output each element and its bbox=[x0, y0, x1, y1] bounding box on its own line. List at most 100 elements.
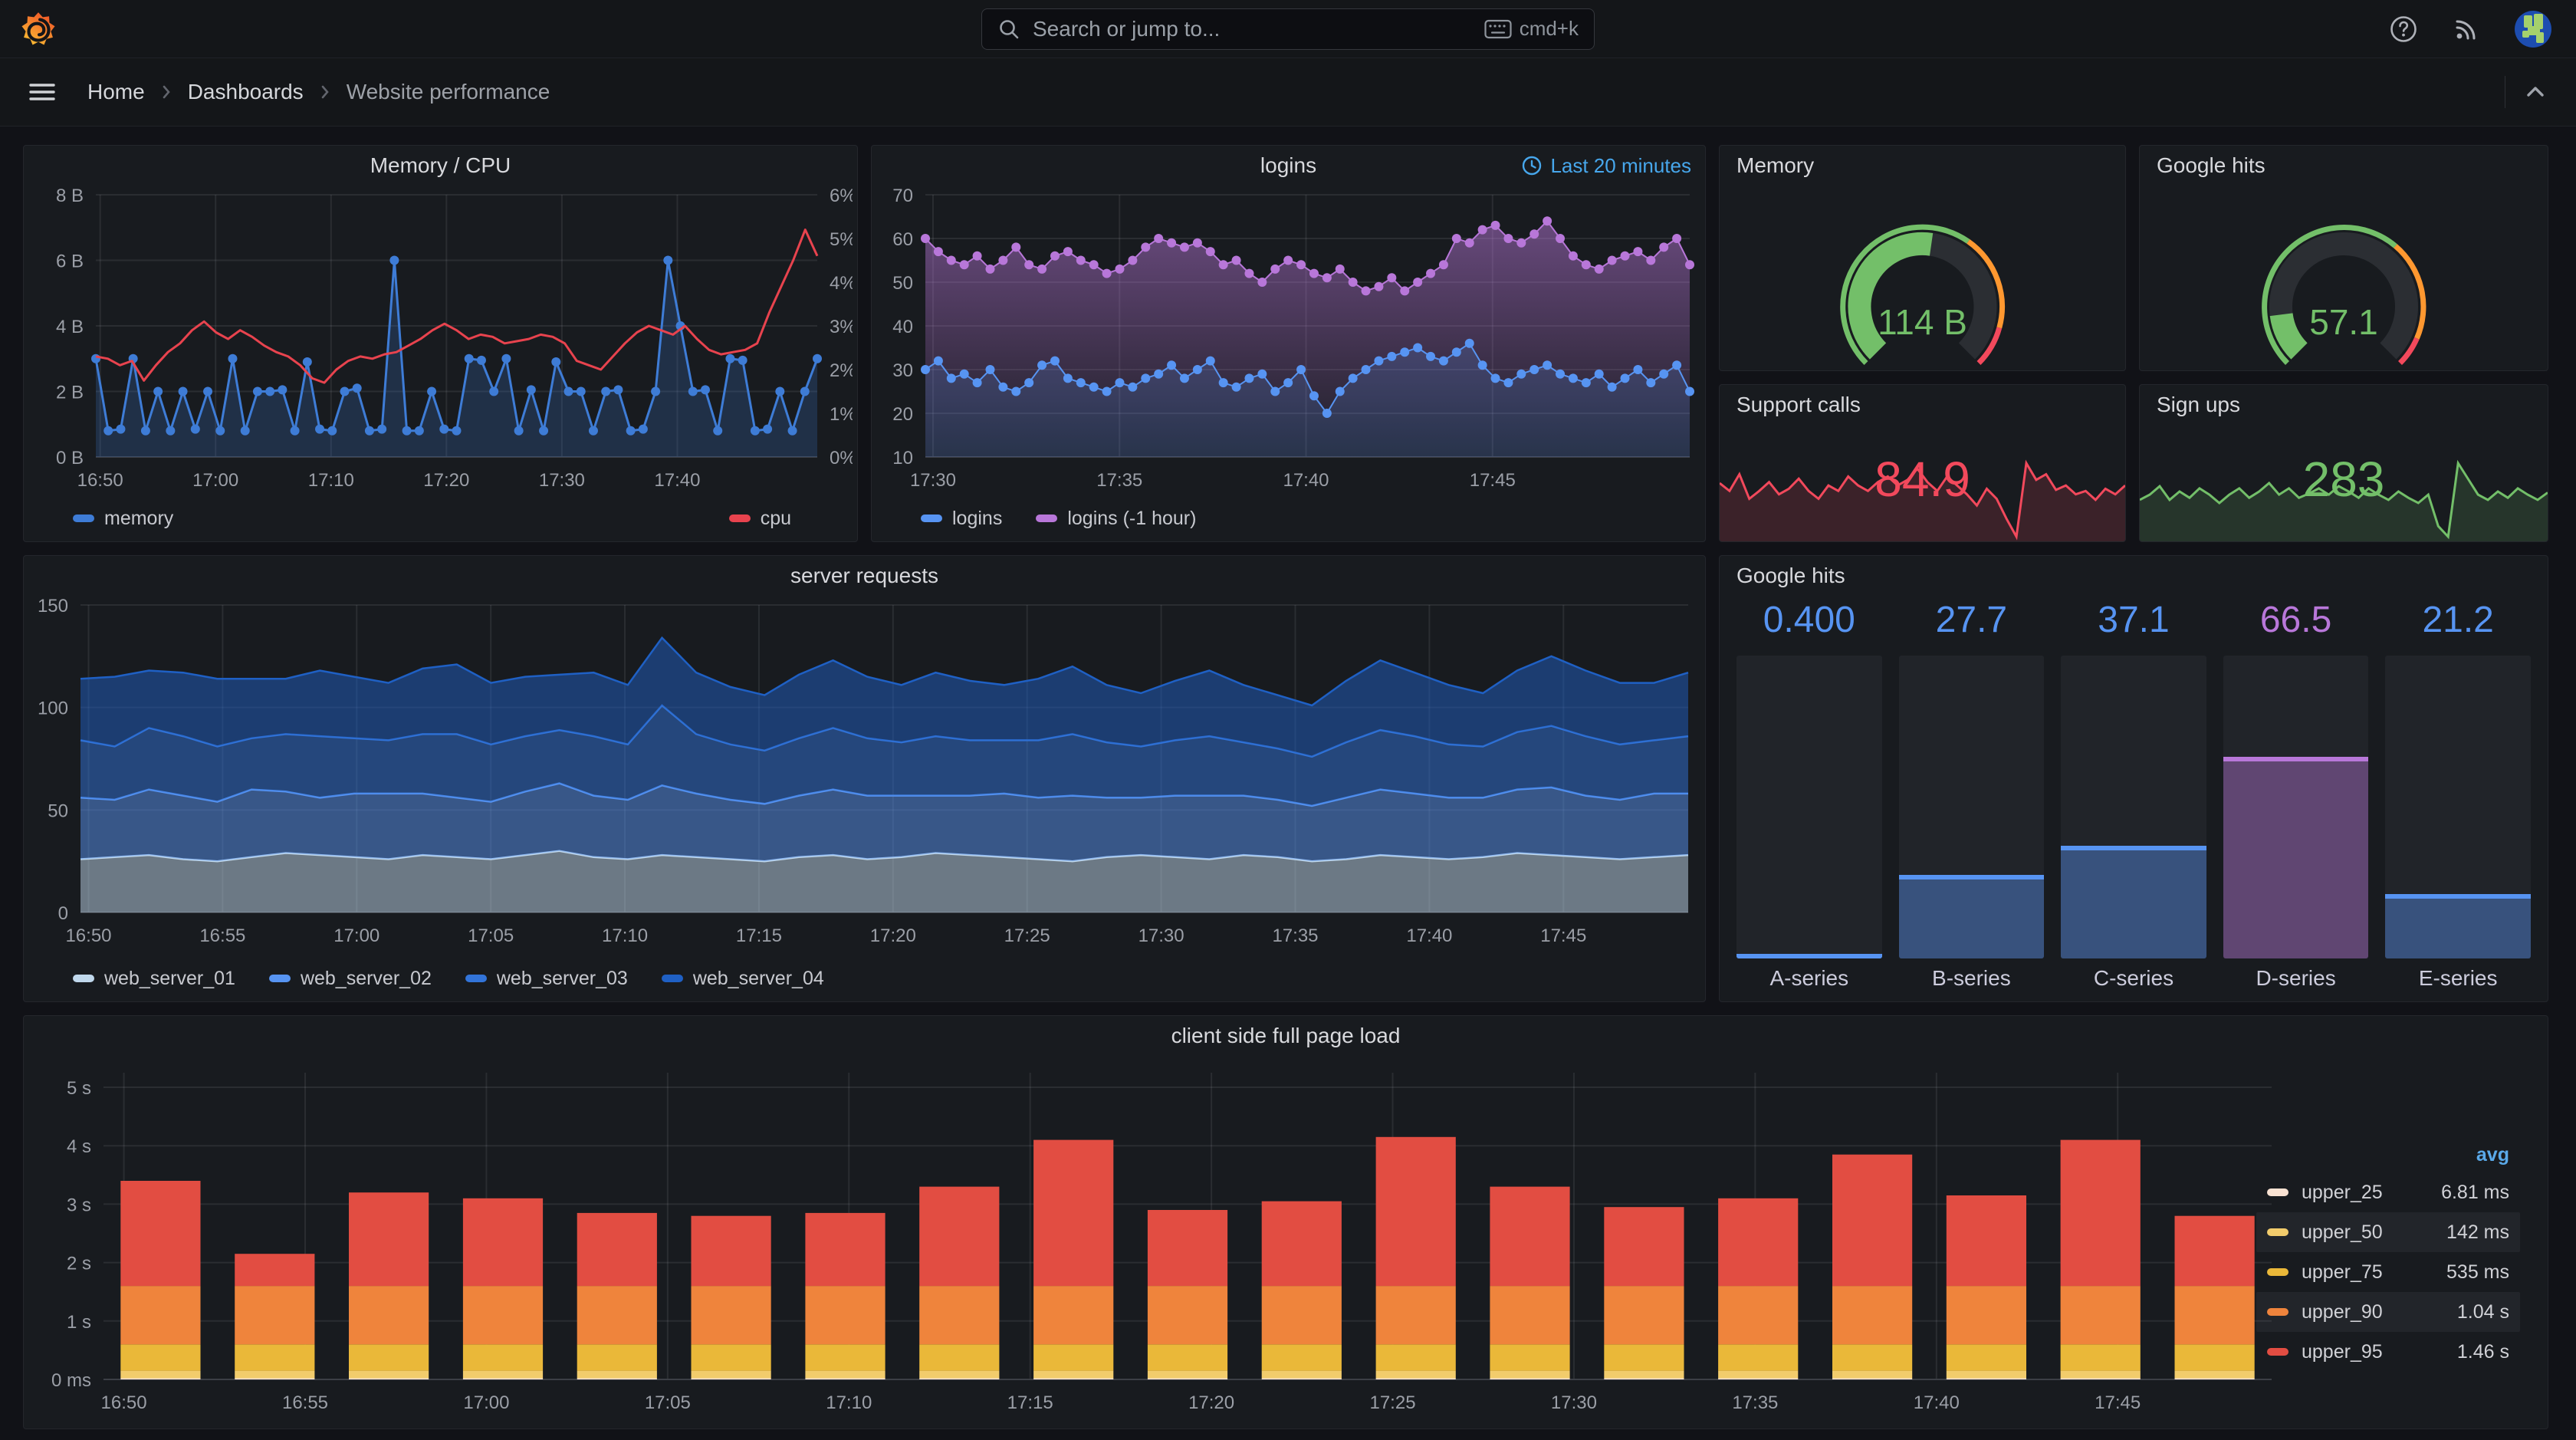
svg-text:3%: 3% bbox=[830, 317, 853, 337]
legend-color-swatch bbox=[73, 975, 94, 982]
legend-avg-value: 535 ms bbox=[2446, 1261, 2509, 1283]
bar-gauge-value: 37.1 bbox=[2098, 600, 2170, 640]
search-input[interactable]: Search or jump to... cmd+k bbox=[981, 8, 1595, 50]
panel-title[interactable]: server requests bbox=[790, 564, 938, 587]
panel-support-calls: Support calls 84.9 bbox=[1719, 384, 2126, 542]
bar-gauge-value: 0.400 bbox=[1763, 600, 1855, 640]
svg-text:17:40: 17:40 bbox=[1406, 925, 1452, 946]
legend-item[interactable]: logins (-1 hour) bbox=[1036, 508, 1196, 530]
svg-text:60: 60 bbox=[892, 229, 913, 250]
legend-color-swatch bbox=[268, 975, 291, 982]
page-load-chart[interactable]: 0 ms 1 s 2 s 3 s 4 s 5 s 16:50 16:55 17:00 17:05 1… bbox=[30, 1057, 2542, 1424]
panel-title[interactable]: Google hits bbox=[2157, 153, 2266, 177]
top-actions bbox=[2387, 9, 2553, 49]
panel-memory-gauge: Memory 114 B bbox=[1719, 145, 2126, 371]
svg-text:17:25: 17:25 bbox=[1369, 1392, 1415, 1413]
collapse-button[interactable] bbox=[2522, 79, 2548, 105]
svg-text:17:10: 17:10 bbox=[602, 925, 648, 946]
svg-text:17:35: 17:35 bbox=[1096, 470, 1142, 491]
memory-cpu-chart[interactable]: 0 B 2 B 4 B 6 B 8 B 0% 1% 2% 3% 4% 5% 6% 16:50 17:00 1… bbox=[28, 186, 853, 497]
sign-ups-sparkline[interactable] bbox=[2140, 385, 2548, 541]
legend-item[interactable]: web_server_03 bbox=[465, 968, 628, 990]
logins-chart[interactable]: 10 20 30 40 50 60 70 17:30 17:35 17:40 17:45 bbox=[876, 186, 1700, 497]
series-web_server_04 bbox=[80, 636, 1689, 707]
svg-text:16:50: 16:50 bbox=[65, 925, 111, 946]
series-cpu bbox=[95, 228, 819, 384]
legend-avg-header[interactable]: avg bbox=[2476, 1143, 2509, 1165]
legend-item[interactable]: web_server_01 bbox=[73, 968, 235, 990]
keyboard-icon bbox=[1484, 19, 1512, 38]
legend-color-swatch bbox=[2267, 1308, 2288, 1316]
legend-item[interactable]: logins bbox=[921, 508, 1002, 530]
legend: memory cpu bbox=[73, 501, 791, 535]
search-icon bbox=[1000, 19, 1019, 38]
help-button[interactable] bbox=[2387, 13, 2420, 45]
news-button[interactable] bbox=[2450, 13, 2482, 45]
svg-text:17:15: 17:15 bbox=[1007, 1392, 1053, 1413]
panel-sign-ups: Sign ups 283 bbox=[2139, 384, 2548, 542]
top-nav-bar: Search or jump to... cmd+k bbox=[0, 0, 2576, 58]
legend-avg-value: 1.46 s bbox=[2456, 1340, 2509, 1363]
legend-row[interactable]: upper_95 1.46 s bbox=[2256, 1332, 2520, 1372]
legend-item[interactable]: cpu bbox=[728, 508, 791, 530]
panel-title[interactable]: Memory / CPU bbox=[370, 153, 511, 177]
time-range-label[interactable]: Last 20 minutes bbox=[1521, 146, 1691, 186]
legend-item[interactable]: web_server_02 bbox=[268, 968, 432, 990]
svg-text:4%: 4% bbox=[830, 273, 853, 294]
bar-gauge-label: B-series bbox=[1932, 966, 2011, 990]
legend: web_server_01 web_server_02 web_server_03 w… bbox=[73, 962, 1639, 995]
menu-toggle-button[interactable] bbox=[28, 77, 57, 107]
keyboard-shortcut: cmd+k bbox=[1484, 17, 1579, 41]
svg-text:16:50: 16:50 bbox=[77, 470, 123, 491]
legend-item[interactable]: memory bbox=[73, 508, 173, 530]
panel-title[interactable]: Memory bbox=[1737, 153, 1815, 177]
support-calls-sparkline[interactable] bbox=[1720, 385, 2125, 541]
grafana-flame-icon bbox=[21, 12, 55, 44]
server-requests-chart[interactable]: 0 50 100 150 16:50 16:55 17:00 17:05 17:10 17:15 1… bbox=[30, 596, 1699, 951]
bar-gauge-value: 21.2 bbox=[2422, 600, 2494, 640]
panel-title[interactable]: client side full page load bbox=[1171, 1024, 1401, 1047]
svg-text:0 B: 0 B bbox=[56, 448, 84, 468]
svg-text:6%: 6% bbox=[830, 186, 853, 206]
legend-row[interactable]: upper_25 6.81 ms bbox=[2256, 1172, 2520, 1212]
svg-text:8 B: 8 B bbox=[56, 186, 84, 206]
legend-color-swatch bbox=[465, 975, 487, 982]
breadcrumb-dashboards[interactable]: Dashboards bbox=[187, 80, 304, 104]
panel-google-hits-gauge: Google hits 57.1 bbox=[2139, 145, 2548, 371]
bar-gauge: 0.400 A-series 27.7 B-series 37.1 C-series 66.… bbox=[1737, 599, 2531, 994]
panel-title[interactable]: Google hits bbox=[1737, 564, 1845, 587]
svg-text:17:40: 17:40 bbox=[1914, 1392, 1960, 1413]
hamburger-icon bbox=[29, 84, 55, 100]
svg-text:17:20: 17:20 bbox=[423, 470, 469, 491]
memory-gauge[interactable]: 114 B bbox=[1726, 186, 2119, 367]
grafana-logo[interactable] bbox=[18, 9, 58, 49]
legend-avg-value: 1.04 s bbox=[2456, 1300, 2509, 1323]
svg-text:40: 40 bbox=[892, 317, 913, 337]
legend-row[interactable]: upper_50 142 ms bbox=[2256, 1212, 2520, 1252]
legend-item[interactable]: web_server_04 bbox=[661, 968, 824, 990]
user-avatar[interactable] bbox=[2513, 9, 2553, 49]
google-hits-gauge[interactable]: 57.1 bbox=[2146, 186, 2542, 367]
svg-text:1%: 1% bbox=[830, 404, 853, 425]
panel-title[interactable]: Support calls bbox=[1737, 393, 1861, 416]
dashboard-grid: Memory / CPU 0 B 2 B 4 B 6 B 8 B 0% 1% 2% 3% 4% 5%… bbox=[0, 127, 2576, 1440]
chevron-up-icon bbox=[2527, 87, 2544, 97]
svg-text:30: 30 bbox=[892, 360, 913, 381]
clock-icon bbox=[1523, 156, 1542, 176]
legend-color-swatch bbox=[2267, 1348, 2288, 1356]
svg-text:16:55: 16:55 bbox=[282, 1392, 328, 1413]
panel-title[interactable]: Sign ups bbox=[2157, 393, 2240, 416]
breadcrumb-home[interactable]: Home bbox=[87, 80, 145, 104]
svg-text:17:05: 17:05 bbox=[645, 1392, 691, 1413]
svg-text:2 s: 2 s bbox=[67, 1254, 91, 1274]
legend-row[interactable]: upper_75 535 ms bbox=[2256, 1252, 2520, 1292]
panel-title[interactable]: logins bbox=[1260, 153, 1317, 177]
legend-row[interactable]: upper_90 1.04 s bbox=[2256, 1292, 2520, 1332]
legend: logins logins (-1 hour) bbox=[921, 501, 1639, 535]
bar-gauge-value: 27.7 bbox=[1935, 600, 2008, 640]
svg-text:17:20: 17:20 bbox=[1188, 1392, 1234, 1413]
series-memory bbox=[94, 259, 819, 432]
svg-text:150: 150 bbox=[38, 596, 68, 616]
svg-text:17:30: 17:30 bbox=[1138, 925, 1184, 946]
